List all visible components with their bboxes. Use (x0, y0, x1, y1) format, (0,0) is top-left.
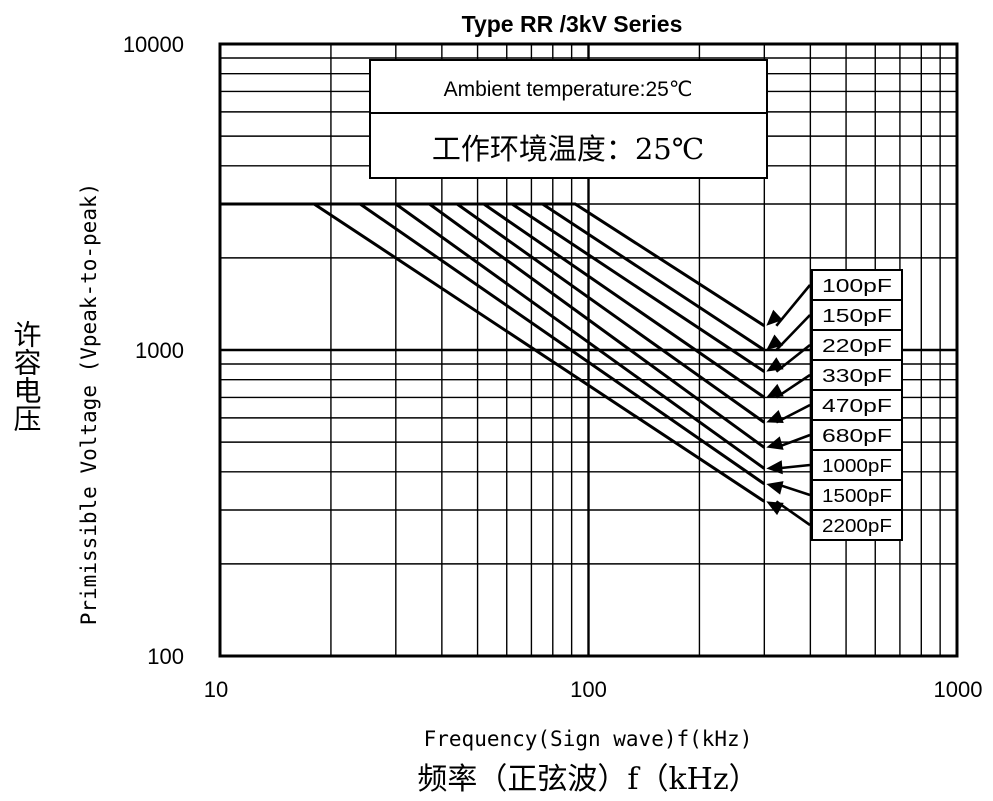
curves (220, 202, 766, 503)
series-line-2200pF (220, 202, 766, 503)
legend-label: 330pF (822, 366, 892, 386)
legend-box (811, 449, 903, 481)
legend-box (811, 269, 903, 301)
series-line-330pF (220, 202, 766, 399)
legend-entry-220pF: 220pF (811, 329, 903, 361)
legend-arrow-head (766, 334, 784, 350)
legend-entry-2200pF: 2200pF (811, 509, 903, 541)
legend-box (811, 299, 903, 331)
x-tick-label: 1000 (934, 677, 983, 702)
y-axis-label: Primissible Voltage (Vpeak-to-peak) (77, 183, 101, 626)
legend: 100pF 150pF 220pF 330pF 470pF 680pF 1000pF 1500… (811, 269, 903, 541)
legend-label: 680pF (822, 426, 892, 446)
y-tick-label: 100 (147, 644, 184, 669)
legend-label: 470pF (822, 396, 892, 416)
legend-box (811, 359, 903, 391)
x-tick-label: 10 (204, 677, 228, 702)
legend-arrow-head (766, 436, 784, 450)
legend-arrow-head (766, 460, 783, 475)
x-axis-label-cn: 频率（正弦波）f（kHz） (417, 762, 758, 797)
legend-entry-330pF: 330pF (811, 359, 903, 391)
plot-frame (218, 42, 959, 658)
legend-entry-680pF: 680pF (811, 419, 903, 451)
annotation-en: Ambient temperature:25℃ (444, 78, 693, 101)
legend-arrow-head (766, 383, 784, 398)
legend-label: 1000pF (822, 456, 892, 476)
chart-title: Type RR /3kV Series (462, 11, 683, 37)
legend-arrow-head (766, 481, 784, 495)
legend-entry-470pF: 470pF (811, 389, 903, 421)
legend-entry-1500pF: 1500pF (811, 479, 903, 511)
legend-entry-1000pF: 1000pF (811, 449, 903, 481)
x-axis-label: Frequency(Sign wave)f(kHz) (424, 727, 753, 751)
annotation-cn: 工作环境温度：25℃ (432, 132, 704, 166)
legend-entry-100pF: 100pF (811, 269, 903, 301)
legend-arrow-line (775, 284, 812, 327)
legend-box (811, 509, 903, 541)
y-tick-label: 10000 (123, 32, 184, 57)
legend-arrow-head (766, 409, 784, 423)
series-line-150pF (220, 202, 766, 352)
legend-entry-150pF: 150pF (811, 299, 903, 331)
legend-label: 2200pF (822, 516, 892, 536)
legend-label: 1500pF (822, 486, 892, 506)
legend-label: 150pF (822, 306, 892, 326)
legend-label: 220pF (822, 336, 892, 356)
annotation-en-box: Ambient temperature:25℃ (369, 59, 768, 114)
x-tick-labels: 10 100 1000 (204, 677, 983, 702)
legend-box (811, 419, 903, 451)
x-tick-label: 100 (570, 677, 607, 702)
y-tick-label: 1000 (135, 338, 184, 363)
legend-box (811, 389, 903, 421)
legend-box (811, 329, 903, 361)
legend-arrows (766, 284, 812, 527)
y-axis-label-cn: 许容电压 (10, 320, 43, 432)
annotation-cn-box: 工作环境温度：25℃ (369, 112, 768, 179)
series-line-100pF (220, 202, 766, 328)
legend-label: 100pF (822, 276, 892, 296)
legend-arrow-head (766, 357, 784, 372)
legend-arrow-head (766, 501, 784, 516)
legend-box (811, 479, 903, 511)
legend-arrow-head (766, 309, 783, 326)
y-tick-labels: 100 1000 10000 (123, 32, 184, 669)
